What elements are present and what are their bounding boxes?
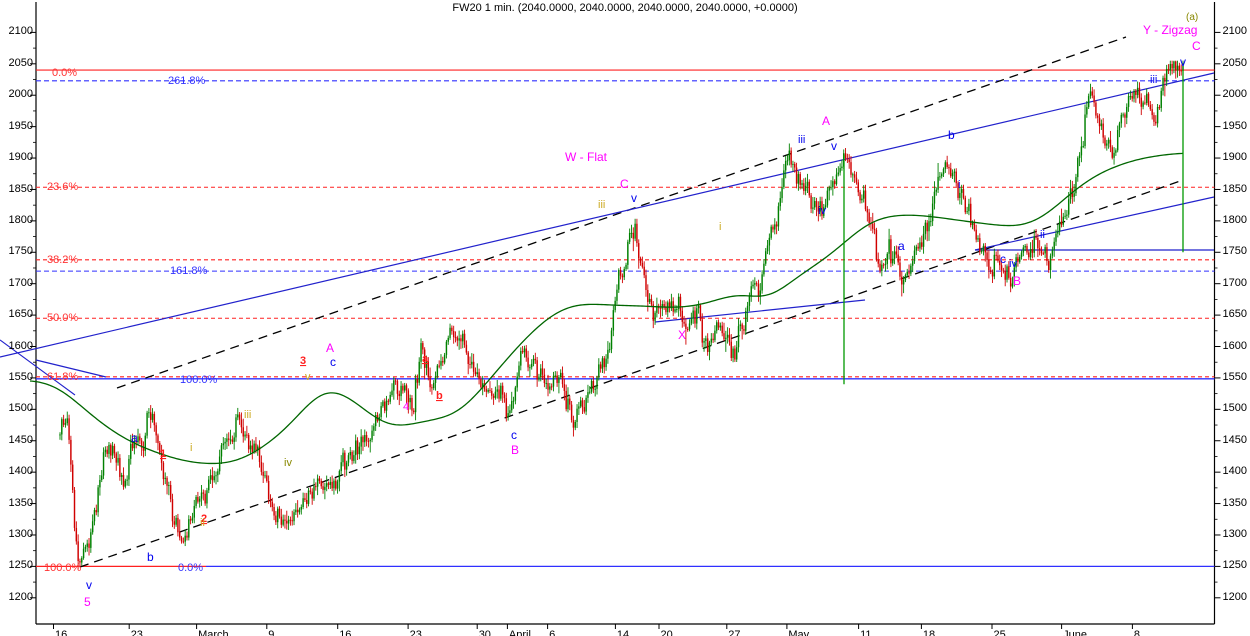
svg-text:C: C [620, 177, 629, 191]
svg-text:50.0%: 50.0% [47, 312, 78, 324]
svg-text:iv: iv [818, 205, 826, 217]
svg-text:iv: iv [1009, 258, 1017, 270]
svg-text:v: v [86, 578, 92, 592]
svg-text:i: i [190, 442, 192, 454]
svg-text:61.8%: 61.8% [47, 371, 78, 383]
svg-text:3: 3 [300, 355, 306, 367]
svg-text:4: 4 [403, 401, 409, 413]
svg-text:161.8%: 161.8% [170, 265, 208, 277]
svg-text:B: B [511, 443, 519, 457]
svg-text:iii: iii [244, 409, 251, 421]
svg-text:0.0%: 0.0% [178, 562, 203, 574]
svg-text:1: 1 [160, 448, 166, 460]
svg-text:B: B [1013, 274, 1021, 288]
svg-text:iv: iv [284, 457, 292, 469]
svg-text:iii: iii [598, 199, 605, 211]
svg-text:c: c [1000, 252, 1006, 266]
svg-text:a: a [898, 239, 905, 253]
svg-text:W - Flat: W - Flat [565, 150, 608, 164]
svg-text:v: v [1180, 55, 1186, 69]
svg-text:i: i [958, 179, 960, 191]
svg-text:100.0%: 100.0% [44, 562, 82, 574]
svg-text:iii: iii [1150, 74, 1157, 86]
svg-text:b: b [436, 390, 443, 402]
svg-text:38.2%: 38.2% [47, 254, 78, 266]
svg-text:ii: ii [200, 517, 205, 529]
svg-text:c: c [330, 355, 336, 369]
svg-text:ii: ii [1040, 229, 1045, 241]
svg-text:Y - Zigzag: Y - Zigzag [1143, 23, 1197, 37]
svg-text:C: C [1192, 39, 1201, 53]
svg-text:261.8%: 261.8% [168, 75, 206, 87]
svg-text:v: v [631, 191, 637, 205]
svg-text:A: A [822, 114, 830, 128]
svg-text:i: i [719, 221, 721, 233]
svg-text:23.6%: 23.6% [47, 181, 78, 193]
svg-text:b: b [948, 128, 955, 142]
svg-text:v: v [831, 139, 837, 153]
svg-text:A: A [326, 341, 334, 355]
svg-text:a: a [131, 431, 138, 445]
svg-text:b: b [147, 550, 154, 564]
svg-text:5: 5 [84, 595, 91, 609]
svg-text:a: a [422, 353, 429, 365]
svg-text:v: v [305, 371, 311, 383]
svg-text:X: X [678, 328, 686, 342]
svg-text:iii: iii [798, 134, 805, 146]
svg-text:c: c [511, 428, 517, 442]
svg-text:(a): (a) [1186, 12, 1198, 23]
svg-text:0.0%: 0.0% [52, 67, 77, 79]
svg-text:100.0%: 100.0% [180, 374, 218, 386]
